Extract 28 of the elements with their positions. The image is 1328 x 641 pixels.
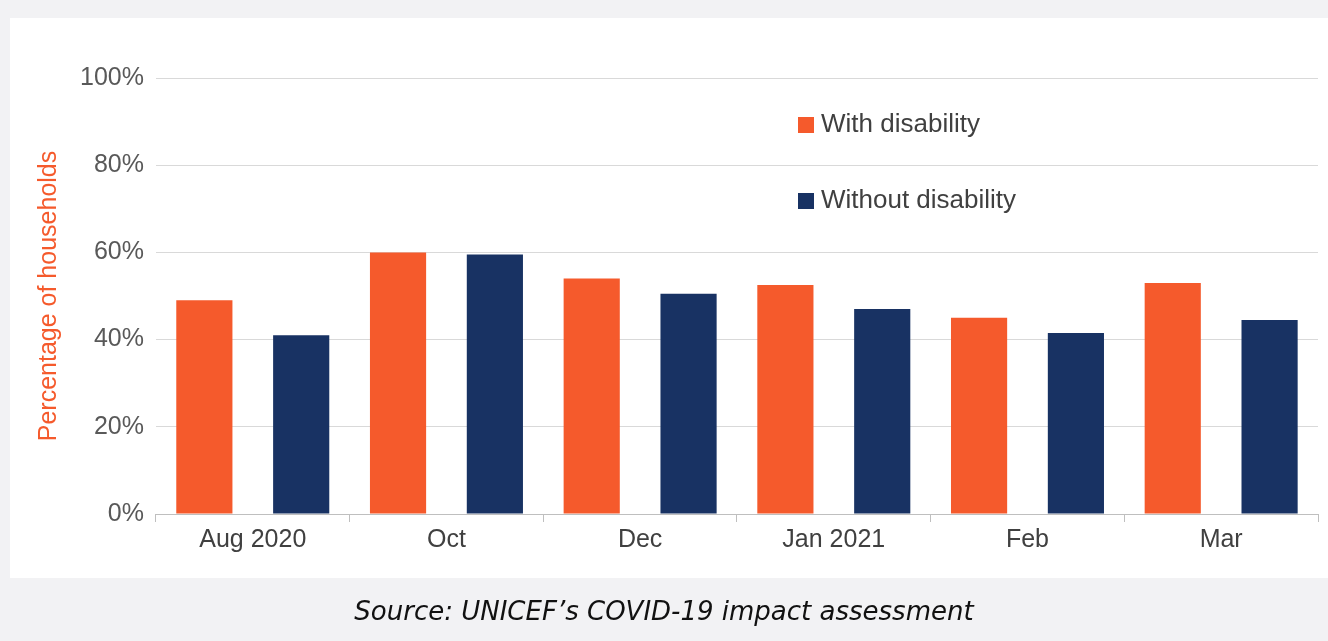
bar bbox=[660, 293, 717, 514]
bar bbox=[950, 317, 1008, 514]
bar bbox=[1144, 282, 1201, 514]
y-tick-label: 60% bbox=[93, 236, 144, 265]
x-tick-label: Aug 2020 bbox=[199, 523, 307, 552]
legend-label: With disability bbox=[821, 108, 980, 139]
x-tick-label: Mar bbox=[1199, 523, 1243, 552]
bar bbox=[176, 300, 233, 514]
x-tick-label: Jan 2021 bbox=[782, 523, 886, 552]
x-tick-label: Feb bbox=[1005, 523, 1050, 552]
source-note: Source: UNICEF’s COVID-19 impact assessment bbox=[353, 596, 976, 626]
y-tick-label: 20% bbox=[93, 410, 144, 439]
x-tick-label: Oct bbox=[427, 523, 466, 552]
bar bbox=[854, 309, 911, 514]
bar bbox=[757, 285, 814, 514]
y-axis-title: Percentage of households bbox=[32, 150, 61, 442]
y-tick-label: 0% bbox=[107, 497, 144, 526]
bar bbox=[1241, 319, 1298, 514]
bar bbox=[273, 335, 330, 514]
y-tick-label: 40% bbox=[93, 323, 144, 352]
x-tick-label: Dec bbox=[617, 523, 663, 552]
y-tick-label: 100% bbox=[79, 61, 144, 90]
bar bbox=[369, 252, 427, 514]
bar bbox=[466, 254, 523, 514]
y-tick-label: 80% bbox=[93, 149, 144, 178]
bar bbox=[1047, 333, 1104, 514]
legend-label: Without disability bbox=[821, 184, 1017, 215]
bar bbox=[563, 278, 620, 514]
